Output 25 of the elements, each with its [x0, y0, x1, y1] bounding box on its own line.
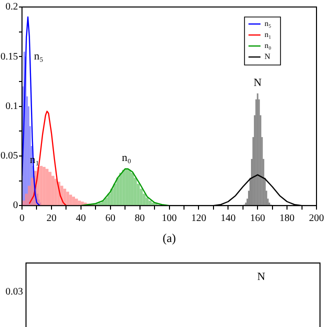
- legend-label: n₁: [264, 30, 272, 40]
- x-tick-label: 140: [220, 213, 236, 224]
- x-tick-label: 160: [250, 213, 266, 224]
- x-tick-label: 200: [309, 213, 324, 224]
- x-axis-title: (a): [162, 230, 176, 245]
- annotation: n₅: [34, 50, 44, 63]
- y-tick-label: 0.05: [0, 150, 18, 162]
- y-tick-label: 0.1: [6, 100, 18, 112]
- legend-label: n₀: [264, 41, 272, 50]
- x-tick-label: 120: [191, 213, 206, 224]
- text: 0.03: [6, 286, 23, 298]
- x-tick-label: 60: [105, 213, 116, 224]
- text: N: [257, 270, 266, 283]
- annotation: n₀: [122, 152, 132, 164]
- x-tick-label: 180: [280, 213, 295, 224]
- y-tick-label: 0: [13, 200, 18, 212]
- legend-label: n₅: [264, 19, 272, 28]
- x-tick-label: 80: [134, 213, 145, 224]
- legend-label: N: [264, 52, 270, 62]
- y-tick-label: 0.15: [0, 51, 18, 62]
- x-tick-label: 20: [46, 213, 56, 224]
- x-tick-label: 100: [162, 213, 177, 224]
- annotation: N: [254, 76, 262, 89]
- x-tick-label: 40: [76, 213, 86, 224]
- y-tick-label: 0.2: [6, 2, 18, 13]
